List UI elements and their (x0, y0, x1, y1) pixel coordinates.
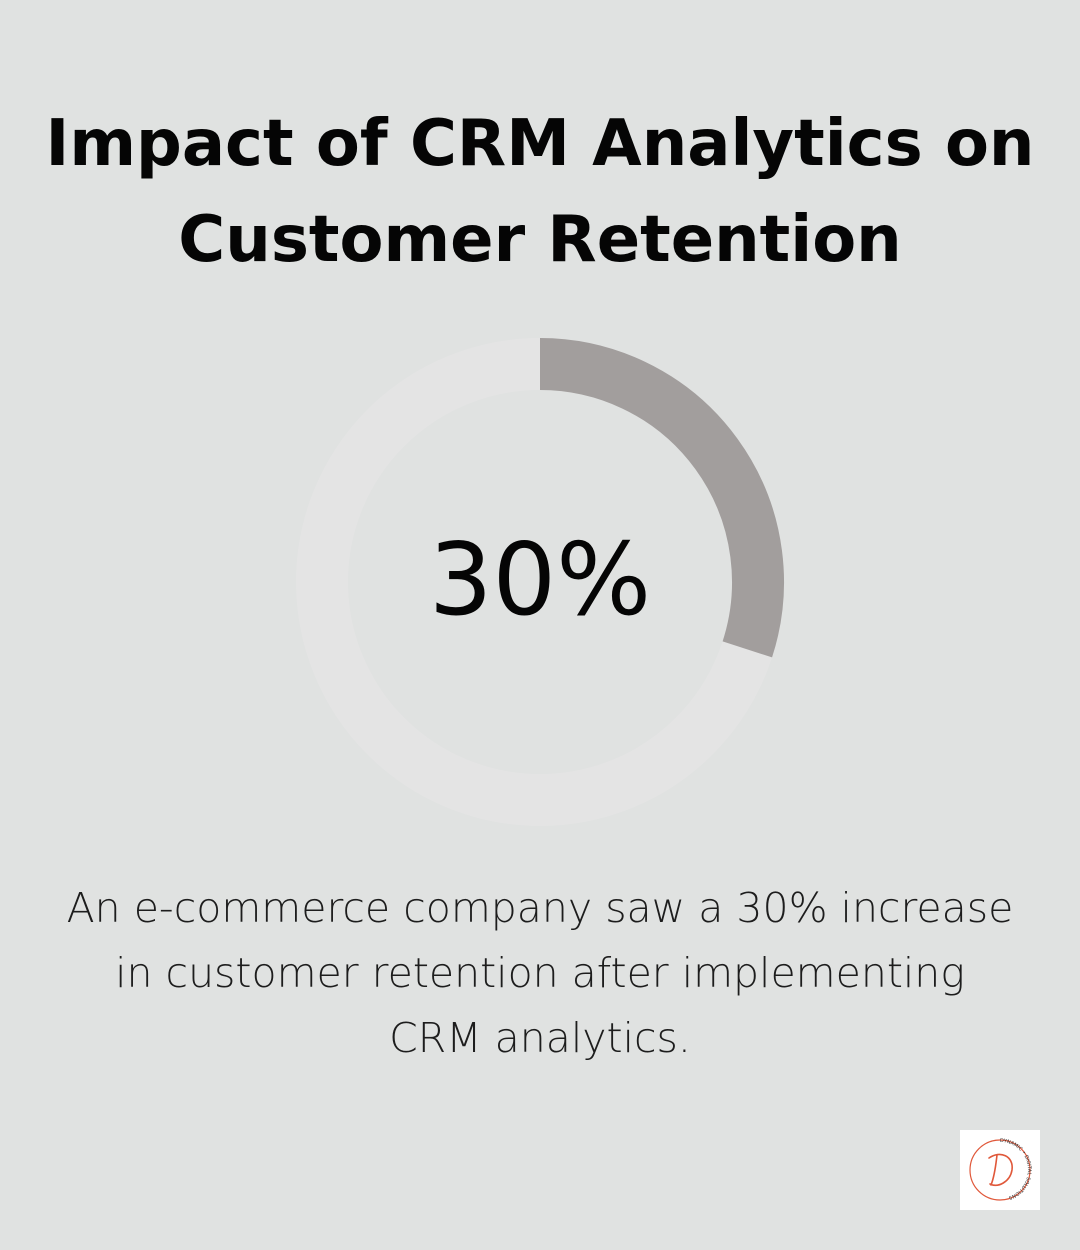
donut-value-arc (539, 338, 784, 658)
caption-line-3: CRM analytics. (389, 1014, 691, 1062)
donut-value-label: 30% (428, 521, 652, 638)
logo-d-mark (988, 1153, 1013, 1186)
logo-ring (969, 1139, 1031, 1201)
caption: An e-commerce company saw a 30% increase… (30, 876, 1050, 1071)
logo-ring-text-path: DYNAMIC • DIGITAL SOLUTIONS (1000, 1138, 1032, 1201)
chart-title-line-1: Impact of CRM Analytics on (45, 107, 1035, 181)
brand-logo: DYNAMIC • DIGITAL SOLUTIONS (960, 1130, 1040, 1210)
dynamic-digital-solutions-logo-icon: DYNAMIC • DIGITAL SOLUTIONS (969, 1138, 1032, 1201)
caption-line-2: in customer retention after implementing (115, 949, 965, 997)
caption-line-1: An e-commerce company saw a 30% increase (66, 884, 1014, 932)
chart-title: Impact of CRM Analytics on Customer Rete… (0, 96, 1080, 288)
logo-ring-text: DYNAMIC • DIGITAL SOLUTIONS (1000, 1138, 1032, 1201)
chart-title-line-2: Customer Retention (178, 203, 902, 277)
